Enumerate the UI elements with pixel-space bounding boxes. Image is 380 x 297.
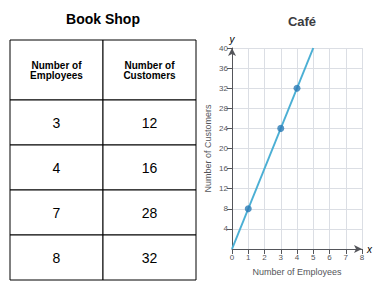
svg-text:20: 20	[219, 144, 228, 153]
svg-text:2: 2	[262, 253, 267, 262]
svg-text:8: 8	[53, 250, 61, 266]
svg-text:36: 36	[219, 64, 228, 73]
svg-text:8: 8	[224, 204, 229, 213]
svg-text:28: 28	[142, 205, 158, 221]
svg-text:Number of Customers: Number of Customers	[203, 104, 213, 193]
svg-text:7: 7	[53, 205, 61, 221]
svg-text:Number of: Number of	[124, 59, 175, 71]
svg-text:16: 16	[219, 164, 228, 173]
svg-text:12: 12	[142, 115, 158, 131]
svg-text:12: 12	[219, 184, 228, 193]
svg-text:7: 7	[344, 253, 349, 262]
svg-text:5: 5	[311, 253, 316, 262]
svg-text:1: 1	[246, 253, 251, 262]
svg-text:3: 3	[279, 253, 284, 262]
svg-text:Employees: Employees	[30, 70, 83, 81]
svg-text:3: 3	[53, 115, 61, 131]
svg-text:y: y	[229, 34, 236, 45]
svg-text:Number of Employees: Number of Employees	[252, 267, 342, 277]
svg-text:0: 0	[230, 253, 235, 262]
svg-text:32: 32	[142, 250, 158, 266]
svg-text:8: 8	[360, 253, 365, 262]
svg-text:4: 4	[224, 224, 229, 233]
svg-text:Customers: Customers	[123, 70, 176, 81]
svg-text:40: 40	[219, 44, 228, 53]
svg-text:6: 6	[327, 253, 332, 262]
svg-text:Book Shop: Book Shop	[66, 11, 140, 27]
svg-text:4: 4	[53, 160, 61, 176]
svg-text:Café: Café	[288, 14, 316, 29]
svg-text:32: 32	[219, 84, 228, 93]
svg-text:28: 28	[219, 104, 228, 113]
svg-text:Number of: Number of	[31, 59, 82, 71]
svg-text:4: 4	[295, 253, 300, 262]
svg-text:16: 16	[142, 160, 158, 176]
svg-text:x: x	[366, 244, 373, 255]
svg-text:24: 24	[219, 124, 228, 133]
